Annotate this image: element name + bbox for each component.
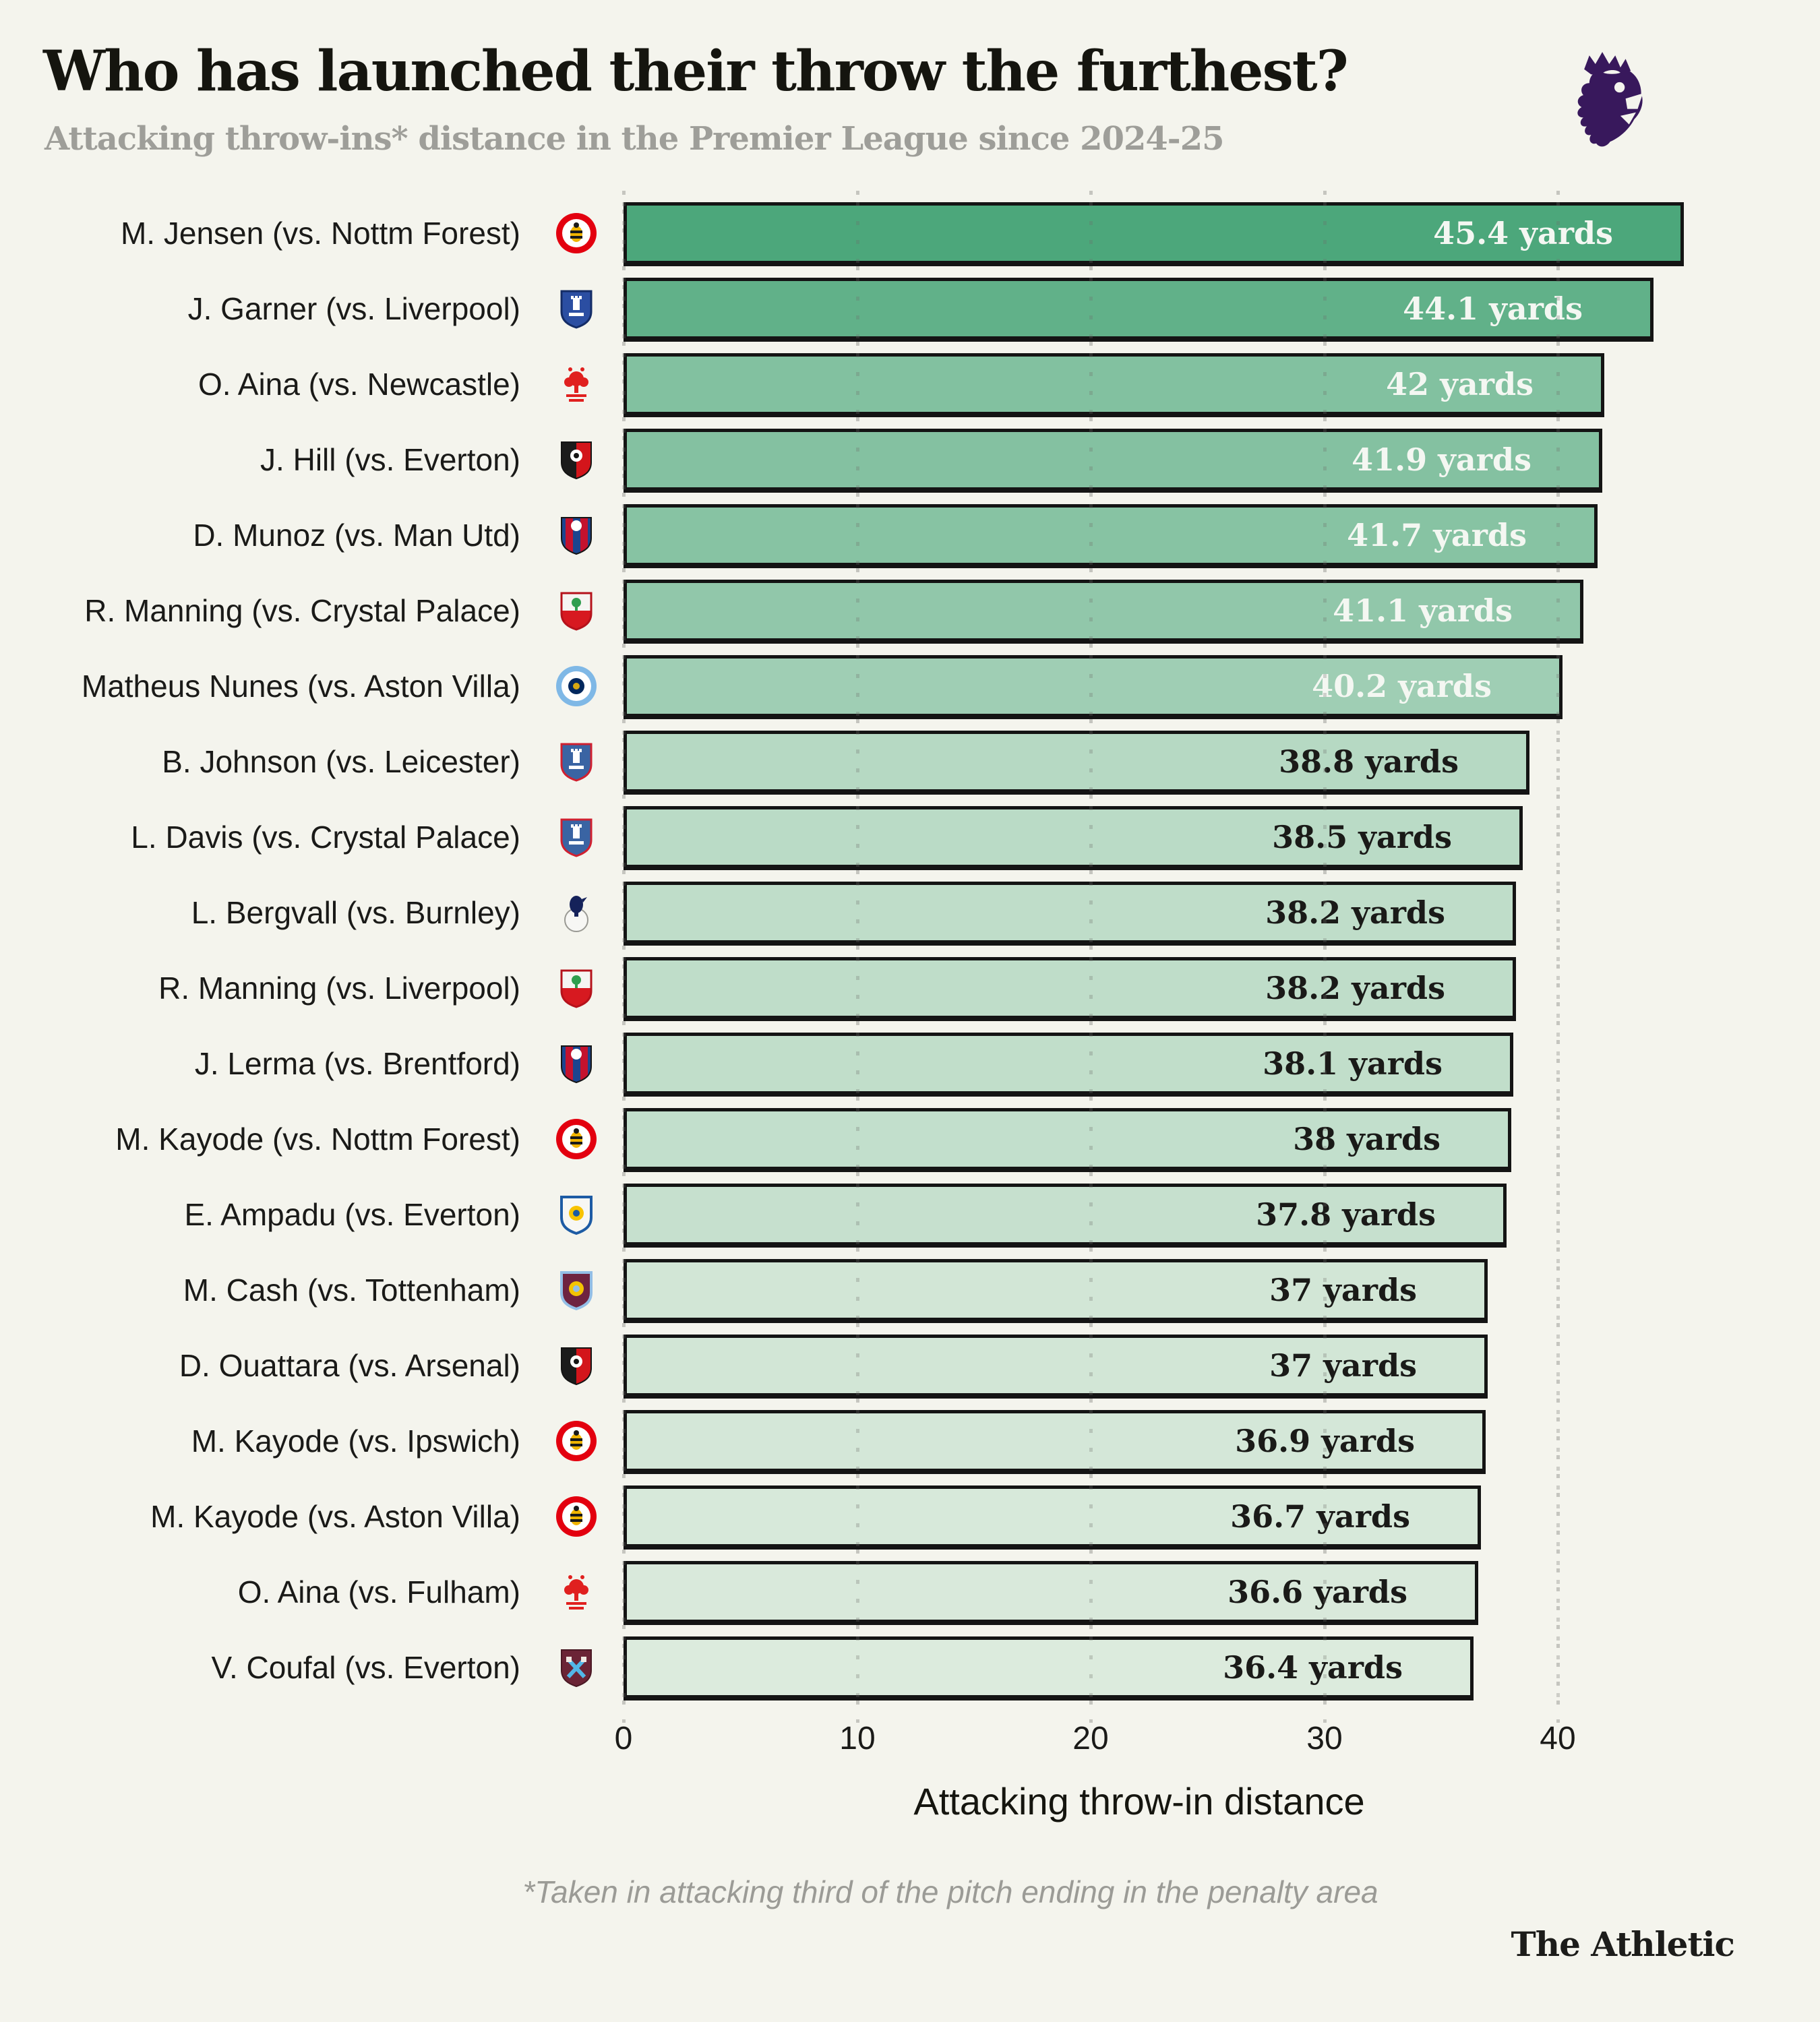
leeds-club-crest-icon: [555, 1193, 598, 1236]
bar: 37.8 yards: [624, 1184, 1507, 1246]
bar: 36.6 yards: [624, 1561, 1478, 1623]
bar-value-label: 38.2 yards: [1265, 970, 1445, 1006]
bar: 44.1 yards: [624, 278, 1654, 340]
x-tick-label: 0: [614, 1721, 633, 1756]
page-title: Who has launched their throw the furthes…: [43, 39, 1349, 104]
bournemouth-club-crest-icon: [555, 438, 598, 481]
bar-value-label: 41.1 yards: [1333, 592, 1513, 629]
row-label: Matheus Nunes (vs. Aston Villa): [81, 669, 520, 704]
x-tick-label: 10: [839, 1721, 876, 1756]
bar-value-label: 38.8 yards: [1279, 743, 1459, 780]
bar-value-label: 41.7 yards: [1347, 517, 1527, 553]
row-label: J. Hill (vs. Everton): [260, 442, 520, 477]
row-label: L. Davis (vs. Crystal Palace): [131, 820, 520, 855]
bar-value-label: 38.1 yards: [1263, 1045, 1443, 1082]
bar-value-label: 44.1 yards: [1403, 290, 1583, 327]
row-label: M. Jensen (vs. Nottm Forest): [120, 216, 520, 251]
bournemouth-club-crest-icon: [555, 1344, 598, 1387]
brentford-club-crest-icon: [555, 1419, 598, 1463]
row-label: M. Kayode (vs. Ipswich): [191, 1423, 520, 1459]
forest-club-crest-icon: [555, 363, 598, 406]
footnote: *Taken in attacking third of the pitch e…: [522, 1874, 1378, 1909]
bar: 38.5 yards: [624, 806, 1523, 868]
bar: 38.2 yards: [624, 957, 1516, 1019]
row-label: O. Aina (vs. Newcastle): [198, 367, 520, 402]
premier-league-lion-icon: [1565, 49, 1651, 156]
bar: 38 yards: [624, 1108, 1511, 1170]
row-label: V. Coufal (vs. Everton): [211, 1650, 521, 1685]
row-label: M. Kayode (vs. Nottm Forest): [115, 1122, 520, 1157]
bar: 38.2 yards: [624, 882, 1516, 944]
row-label: E. Ampadu (vs. Everton): [184, 1197, 520, 1232]
bar: 40.2 yards: [624, 655, 1563, 717]
bar: 38.8 yards: [624, 731, 1529, 793]
bar-value-label: 42 yards: [1386, 366, 1534, 402]
brentford-club-crest-icon: [555, 1117, 598, 1161]
the-athletic-wordmark: The Athletic: [1511, 1924, 1735, 1964]
bar-value-label: 38 yards: [1293, 1121, 1440, 1157]
bar: 38.1 yards: [624, 1033, 1513, 1095]
villa-club-crest-icon: [555, 1268, 598, 1312]
bar-value-label: 38.5 yards: [1272, 819, 1452, 855]
bar: 45.4 yards: [624, 202, 1684, 264]
bar: 41.1 yards: [624, 580, 1583, 642]
bar-value-label: 38.2 yards: [1265, 894, 1445, 931]
bar: 36.9 yards: [624, 1410, 1486, 1472]
everton-club-crest-icon: [555, 287, 598, 330]
spurs-club-crest-icon: [555, 891, 598, 934]
x-tick-label: 20: [1072, 1721, 1109, 1756]
bar-value-label: 36.9 yards: [1235, 1423, 1415, 1459]
row-label: R. Manning (vs. Liverpool): [158, 971, 520, 1006]
brentford-club-crest-icon: [555, 212, 598, 255]
row-label: O. Aina (vs. Fulham): [237, 1574, 520, 1610]
southampton-club-crest-icon: [555, 967, 598, 1010]
bar-value-label: 37 yards: [1269, 1347, 1417, 1384]
x-tick-label: 30: [1306, 1721, 1343, 1756]
bar: 42 yards: [624, 353, 1604, 415]
westham-club-crest-icon: [555, 1646, 598, 1689]
bar-value-label: 36.6 yards: [1227, 1574, 1407, 1610]
ipswich-club-crest-icon: [555, 740, 598, 783]
mancity-club-crest-icon: [555, 665, 598, 708]
bar: 36.4 yards: [624, 1636, 1474, 1698]
row-label: R. Manning (vs. Crystal Palace): [84, 593, 520, 628]
x-axis-title: Attacking throw-in distance: [913, 1780, 1365, 1822]
row-label: D. Ouattara (vs. Arsenal): [179, 1348, 520, 1383]
bar: 41.9 yards: [624, 429, 1602, 491]
row-label: D. Munoz (vs. Man Utd): [193, 518, 520, 553]
x-tick-label: 40: [1540, 1721, 1576, 1756]
row-label: M. Kayode (vs. Aston Villa): [150, 1499, 520, 1534]
bar-value-label: 45.4 yards: [1433, 215, 1613, 251]
bar: 36.7 yards: [624, 1485, 1481, 1548]
bar-value-label: 36.4 yards: [1223, 1649, 1403, 1686]
palace-club-crest-icon: [555, 1042, 598, 1085]
row-label: M. Cash (vs. Tottenham): [183, 1273, 520, 1308]
forest-club-crest-icon: [555, 1570, 598, 1614]
ipswich-club-crest-icon: [555, 816, 598, 859]
row-label: J. Garner (vs. Liverpool): [187, 291, 520, 326]
bar-value-label: 41.9 yards: [1352, 441, 1531, 478]
bar: 37 yards: [624, 1259, 1488, 1321]
page-subtitle: Attacking throw-ins* distance in the Pre…: [44, 120, 1224, 158]
row-label: J. Lerma (vs. Brentford): [194, 1046, 520, 1081]
row-label: B. Johnson (vs. Leicester): [162, 744, 520, 779]
bar-value-label: 37.8 yards: [1256, 1196, 1436, 1233]
bar: 41.7 yards: [624, 504, 1598, 566]
row-label: L. Bergvall (vs. Burnley): [191, 895, 520, 930]
bar-value-label: 36.7 yards: [1230, 1498, 1410, 1535]
palace-club-crest-icon: [555, 514, 598, 557]
bar-value-label: 37 yards: [1269, 1272, 1417, 1308]
southampton-club-crest-icon: [555, 589, 598, 632]
bar-value-label: 40.2 yards: [1312, 668, 1492, 704]
brentford-club-crest-icon: [555, 1495, 598, 1538]
bar: 37 yards: [624, 1335, 1488, 1397]
